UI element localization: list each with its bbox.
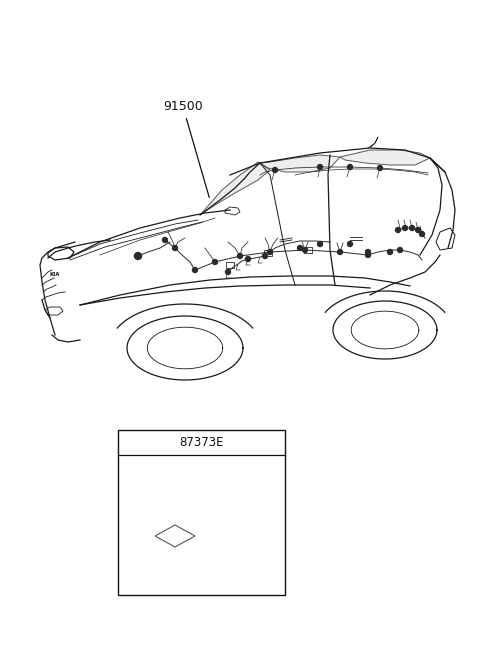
Circle shape — [317, 241, 323, 247]
Circle shape — [245, 256, 251, 262]
Circle shape — [163, 237, 168, 243]
Circle shape — [192, 268, 197, 272]
Polygon shape — [260, 155, 340, 172]
Circle shape — [416, 228, 420, 232]
Circle shape — [396, 228, 400, 232]
Circle shape — [403, 226, 408, 230]
Text: KIA: KIA — [50, 272, 60, 277]
Circle shape — [365, 253, 371, 258]
Circle shape — [263, 253, 267, 258]
Circle shape — [420, 232, 424, 237]
Circle shape — [337, 249, 343, 255]
Bar — [118, 430, 285, 595]
Bar — [264, 250, 272, 256]
Bar — [226, 262, 234, 268]
Text: 91500: 91500 — [163, 100, 209, 197]
Circle shape — [409, 226, 415, 230]
Circle shape — [365, 249, 371, 255]
Circle shape — [226, 270, 230, 274]
Circle shape — [302, 247, 308, 253]
Circle shape — [213, 260, 217, 264]
Circle shape — [134, 253, 142, 260]
Circle shape — [172, 245, 178, 251]
Bar — [304, 247, 312, 253]
Circle shape — [377, 165, 383, 171]
Circle shape — [298, 245, 302, 251]
Circle shape — [238, 253, 242, 258]
Circle shape — [267, 249, 273, 255]
Circle shape — [397, 247, 403, 253]
Text: 87373E: 87373E — [179, 436, 223, 449]
Circle shape — [317, 165, 323, 169]
Circle shape — [348, 165, 352, 169]
Circle shape — [348, 241, 352, 247]
Polygon shape — [340, 150, 430, 165]
Circle shape — [387, 249, 393, 255]
Circle shape — [273, 167, 277, 173]
Polygon shape — [200, 162, 270, 215]
